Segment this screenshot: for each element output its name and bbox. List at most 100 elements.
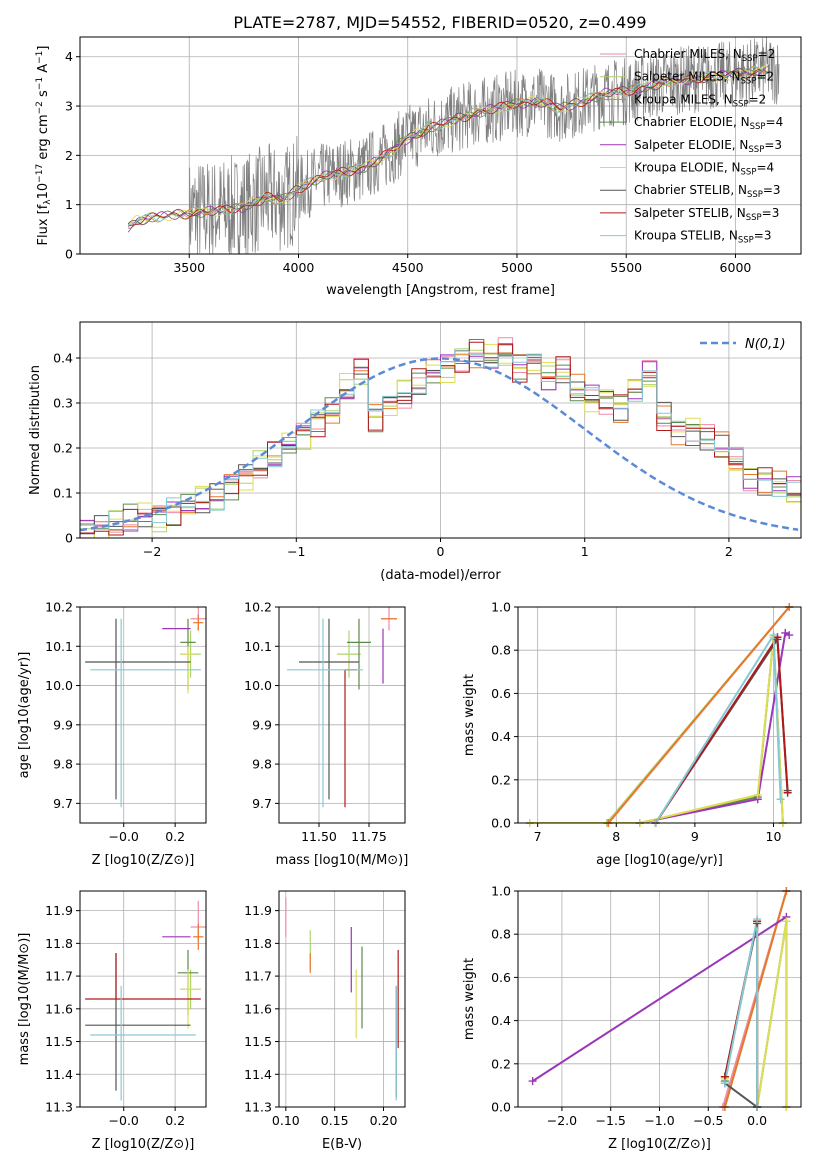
weight-marker — [785, 631, 794, 640]
x-tick-label: 1 — [581, 544, 589, 559]
x-tick-label: 4000 — [283, 260, 315, 275]
legend: N(0,1) — [700, 337, 786, 352]
grid — [279, 891, 405, 1108]
legend-entry: N(0,1) — [745, 337, 786, 352]
legend-entry: Chabrier STELIB, NSSP=3 — [634, 183, 781, 200]
y-tick-label: 11.5 — [244, 1034, 272, 1049]
legend-entry: Salpeter ELODIE, NSSP=3 — [634, 138, 782, 155]
legend-entry: Chabrier MILES, NSSP=2 — [634, 47, 775, 64]
x-tick-label: 5500 — [610, 260, 642, 275]
y-tick-label: 0.4 — [53, 351, 73, 366]
x-tick-label: 7 — [534, 829, 542, 844]
observed-spectrum-line — [188, 37, 780, 254]
axes-frame — [79, 890, 207, 1108]
panel-mass-vs-EBV: 0.10 0.15 0.20 11.3 11.4 11.5 11.6 11.7 11.8 11.9… — [244, 890, 406, 1152]
y-tick-label: 11.8 — [45, 936, 73, 951]
x-tick-label: 0.10 — [272, 1113, 300, 1128]
y-tick-label: 0.8 — [491, 927, 511, 942]
x-tick-label: 11.50 — [301, 829, 337, 844]
plot-area — [85, 900, 206, 1101]
x-tick-label: 2 — [725, 544, 733, 559]
y-axis-label: age [log10(age/yr)] — [17, 652, 32, 779]
histogram-step — [80, 350, 801, 535]
x-tick-label: −0.5 — [693, 1113, 723, 1128]
legend-entry: Salpeter STELIB, NSSP=3 — [634, 206, 779, 223]
y-axis-label: mass weight — [462, 958, 477, 1040]
y-tick-label: 10.1 — [45, 639, 73, 654]
legend-entry: Kroupa STELIB, NSSP=3 — [634, 229, 772, 246]
panel-mass-weight-vs-Z: −2.0 −1.5 −1.0 −0.5 0.0 0.0 0.2 0.4 0.6 0.8 1.0 Z [… — [462, 884, 802, 1152]
y-tick-label: 0.2 — [53, 441, 73, 456]
panel-spectrum: 3500 4000 4500 5000 5500 6000 0 1 2 3 4 wavelength … — [35, 36, 802, 298]
y-tick-label: 0 — [65, 247, 73, 262]
x-tick-label: 0 — [437, 544, 445, 559]
x-axis-label: Z [log10(Z/Z⊙)] — [608, 1137, 711, 1152]
y-tick-label: 9.7 — [252, 796, 272, 811]
x-tick-label: −1 — [287, 544, 305, 559]
y-tick-label: 10.0 — [244, 678, 272, 693]
y-tick-label: 0.0 — [491, 1100, 511, 1115]
y-tick-label: 0.3 — [53, 396, 73, 411]
x-tick-label: 0.0 — [747, 1113, 767, 1128]
panel-age-vs-mass: 11.50 11.75 9.7 9.8 9.9 10.0 10.1 10.2 mass [log… — [244, 600, 408, 869]
plot-area — [529, 607, 790, 823]
legend-entry: Chabrier ELODIE, NSSP=4 — [634, 115, 783, 132]
y-tick-label: 9.7 — [53, 796, 73, 811]
y-tick-label: 0.0 — [491, 816, 511, 831]
plot-area — [80, 337, 801, 538]
y-tick-label: 10.1 — [244, 639, 272, 654]
y-tick-label: 1.0 — [491, 884, 511, 899]
y-tick-label: 0.6 — [491, 970, 511, 985]
y-tick-label: 10.2 — [244, 600, 272, 615]
axes-frame — [79, 321, 802, 539]
x-axis-label: mass [log10(M/M⊙)] — [276, 853, 409, 868]
y-tick-label: 4 — [65, 49, 73, 64]
y-tick-label: 0.6 — [491, 686, 511, 701]
axes-frame — [79, 606, 207, 824]
x-tick-label: −0.0 — [109, 829, 139, 844]
y-tick-label: 11.9 — [45, 903, 73, 918]
weight-marker — [753, 915, 762, 924]
grid — [279, 606, 405, 823]
model-spectrum-line — [128, 68, 769, 229]
gaussian-curve — [80, 357, 799, 532]
y-tick-label: 10.0 — [45, 678, 73, 693]
axes-frame — [517, 890, 802, 1108]
legend-entry: Kroupa ELODIE, NSSP=4 — [634, 161, 774, 178]
weight-marker — [776, 795, 785, 804]
plot-area — [85, 607, 206, 808]
x-tick-label: −2.0 — [547, 1113, 577, 1128]
weight-line — [723, 891, 788, 1107]
weight-line — [529, 637, 784, 823]
y-tick-label: 10.2 — [45, 600, 73, 615]
panel-residual-histogram: −2 −1 0 1 2 0 0.1 0.2 0.3 0.4 (data-model)/error No… — [28, 321, 802, 583]
x-tick-label: 6000 — [720, 260, 752, 275]
weight-line — [723, 920, 788, 1107]
y-axis-label: Normed distribution — [28, 365, 43, 495]
weight-line — [654, 636, 789, 823]
y-tick-label: 0.4 — [491, 729, 511, 744]
y-tick-label: 11.4 — [244, 1067, 272, 1082]
histogram-step — [80, 350, 801, 530]
model-spectrum-line — [127, 68, 768, 227]
y-tick-label: 11.9 — [244, 903, 272, 918]
x-tick-label: −0.0 — [109, 1113, 139, 1128]
x-axis-label: Z [log10(Z/Z⊙)] — [92, 1137, 195, 1152]
y-tick-label: 2 — [65, 148, 73, 163]
legend-entry: Salpeter MILES, NSSP=2 — [634, 70, 774, 87]
histogram-step — [80, 343, 801, 538]
x-tick-label: 8 — [612, 829, 620, 844]
x-tick-label: −2 — [143, 544, 161, 559]
x-axis-label: wavelength [Angstrom, rest frame] — [326, 283, 555, 298]
panel-mass-weight-vs-age: 7 8 9 10 0.0 0.2 0.4 0.6 0.8 1.0 age [log10(age/yr… — [462, 600, 802, 868]
x-tick-label: 10 — [766, 829, 782, 844]
y-tick-label: 0.2 — [491, 772, 511, 787]
y-tick-label: 11.3 — [45, 1100, 73, 1115]
y-axis-label: mass weight — [462, 674, 477, 756]
weight-marker — [720, 1079, 729, 1088]
x-tick-label: 5000 — [501, 260, 533, 275]
weight-line — [654, 634, 789, 823]
x-axis-label: Z [log10(Z/Z⊙)] — [92, 853, 195, 868]
axes-frame — [278, 890, 406, 1108]
